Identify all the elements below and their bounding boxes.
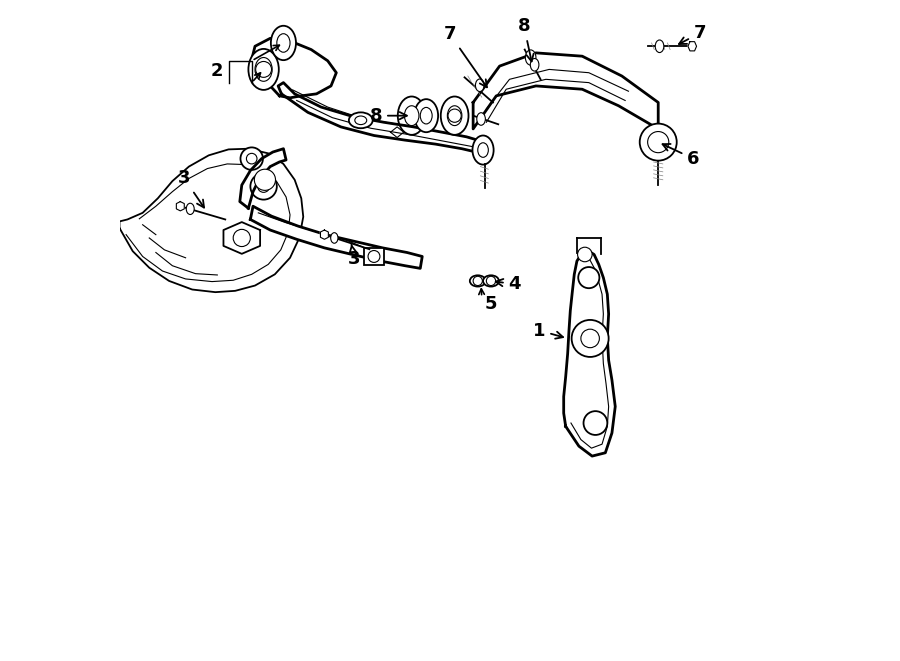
Text: 1: 1: [533, 321, 563, 340]
Polygon shape: [176, 202, 184, 211]
Polygon shape: [688, 42, 697, 51]
Text: 5: 5: [485, 295, 497, 313]
Circle shape: [486, 276, 496, 286]
Polygon shape: [252, 38, 337, 98]
Ellipse shape: [420, 107, 432, 124]
Text: 7: 7: [679, 24, 706, 44]
Text: 2: 2: [212, 62, 223, 81]
Circle shape: [640, 124, 677, 161]
Circle shape: [583, 411, 608, 435]
Circle shape: [247, 153, 257, 164]
Ellipse shape: [255, 58, 272, 81]
Circle shape: [648, 132, 669, 153]
Polygon shape: [563, 251, 616, 456]
Circle shape: [233, 229, 250, 247]
Text: 3: 3: [348, 245, 360, 268]
Text: 8: 8: [370, 106, 407, 125]
Ellipse shape: [483, 275, 499, 287]
Ellipse shape: [330, 233, 338, 243]
Circle shape: [257, 180, 269, 192]
Ellipse shape: [475, 79, 484, 91]
Circle shape: [473, 276, 482, 286]
Ellipse shape: [414, 99, 438, 132]
Ellipse shape: [404, 106, 419, 126]
Circle shape: [448, 109, 461, 122]
Ellipse shape: [447, 106, 462, 126]
Ellipse shape: [526, 50, 536, 65]
Polygon shape: [223, 222, 260, 254]
Ellipse shape: [186, 204, 194, 214]
Ellipse shape: [277, 34, 290, 52]
Circle shape: [578, 267, 599, 288]
Ellipse shape: [355, 116, 366, 125]
Polygon shape: [120, 149, 303, 292]
Circle shape: [256, 61, 272, 77]
Polygon shape: [473, 53, 658, 129]
Text: 3: 3: [178, 169, 204, 208]
Circle shape: [250, 173, 277, 200]
Circle shape: [580, 329, 599, 348]
Polygon shape: [250, 206, 422, 268]
Text: 8: 8: [518, 17, 534, 61]
Text: 7: 7: [444, 25, 487, 87]
Ellipse shape: [530, 59, 539, 71]
Ellipse shape: [271, 26, 296, 60]
Circle shape: [578, 247, 592, 262]
Polygon shape: [320, 230, 328, 239]
Ellipse shape: [248, 49, 279, 90]
Circle shape: [368, 251, 380, 262]
Polygon shape: [278, 83, 484, 153]
Ellipse shape: [441, 97, 469, 135]
Ellipse shape: [470, 275, 486, 287]
Circle shape: [572, 320, 608, 357]
Ellipse shape: [472, 136, 493, 165]
Ellipse shape: [349, 112, 373, 128]
Bar: [364, 248, 384, 264]
Circle shape: [255, 169, 275, 190]
Ellipse shape: [477, 112, 485, 126]
Ellipse shape: [398, 97, 426, 135]
Ellipse shape: [478, 143, 489, 157]
Ellipse shape: [655, 40, 664, 52]
Text: 4: 4: [496, 275, 521, 293]
Text: 6: 6: [662, 144, 699, 168]
Polygon shape: [239, 149, 286, 208]
Circle shape: [240, 147, 263, 170]
